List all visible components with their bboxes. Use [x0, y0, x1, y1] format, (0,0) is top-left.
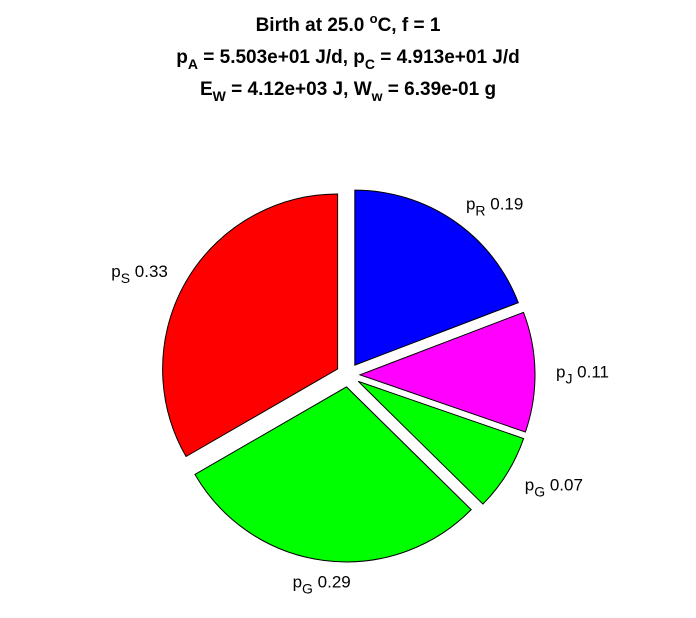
slice-label-2: pG 0.07 — [525, 476, 583, 500]
title-ew-sub: W — [212, 88, 226, 104]
title-pc-symbol: p — [353, 47, 365, 68]
title-line-1: Birth at 25.0 oC, f = 1 — [0, 10, 696, 42]
pie-slice-pj-1 — [358, 311, 536, 433]
title-temp-text: Birth at 25.0 — [255, 15, 370, 36]
title-line-3: EW = 4.12e+03 J, Ww = 6.39e-01 g — [0, 74, 696, 106]
title-ww-value: = 6.39e-01 g — [382, 79, 497, 100]
pie-slice-pr-0 — [354, 189, 519, 366]
slice-label-3: pG 0.29 — [293, 572, 351, 596]
pie-slice-pg-2 — [357, 380, 525, 505]
slice-label-0: pR 0.19 — [466, 195, 523, 219]
title-ew-symbol: E — [199, 79, 213, 100]
title-line-2: pA = 5.503e+01 J/d, pC = 4.913e+01 J/d — [0, 42, 696, 74]
title-pa-value: = 5.503e+01 J/d, — [197, 47, 354, 68]
pie-slice-ps-4 — [162, 193, 339, 458]
title-pc-value: = 4.913e+01 J/d — [375, 47, 520, 68]
title-ew-value: = 4.12e+03 J, — [225, 79, 354, 100]
title-pa-sub: A — [187, 56, 198, 72]
title-f-text: C, f = 1 — [377, 15, 441, 36]
title-ww-sub: w — [371, 88, 383, 104]
title-pa-symbol: p — [176, 47, 188, 68]
slice-label-1: pJ 0.11 — [556, 363, 609, 387]
title-ww-symbol: W — [353, 79, 372, 100]
slice-label-4: pS 0.33 — [111, 262, 168, 286]
title-degree-sup: o — [369, 11, 378, 26]
chart-title: Birth at 25.0 oC, f = 1 pA = 5.503e+01 J… — [0, 10, 696, 106]
pie-slice-pg-3 — [194, 386, 472, 563]
title-pc-sub: C — [364, 56, 376, 72]
